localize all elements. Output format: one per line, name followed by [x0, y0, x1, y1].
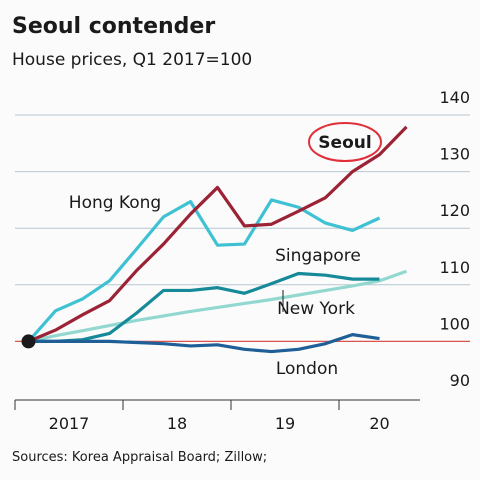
series-label: New York: [277, 299, 355, 319]
y-tick-label: 140: [439, 88, 470, 107]
series-line: [28, 271, 380, 343]
series-line: [28, 269, 408, 343]
y-tick-label: 110: [439, 258, 470, 277]
start-point: [21, 334, 36, 349]
y-tick-label: 120: [439, 201, 470, 220]
y-tick-label: 130: [439, 145, 470, 164]
y-tick-label: 90: [450, 371, 470, 390]
chart-subtitle: House prices, Q1 2017=100: [12, 50, 252, 70]
series-line: [27, 198, 381, 343]
series-line: [28, 333, 380, 354]
y-tick-label: 100: [439, 314, 470, 333]
label-circle: [308, 122, 382, 162]
x-tick-label: 2017: [49, 414, 90, 433]
series-label: Singapore: [275, 246, 361, 266]
x-tick-label: 19: [275, 414, 295, 433]
x-tick-label: 20: [369, 414, 389, 433]
series-label: Seoul: [318, 133, 371, 153]
chart-title: Seoul contender: [12, 14, 215, 39]
series-label: London: [276, 359, 338, 379]
series-line: [27, 125, 408, 343]
series-label: Hong Kong: [69, 193, 161, 213]
x-tick-label: 18: [167, 414, 187, 433]
source-note: Sources: Korea Appraisal Board; Zillow;: [12, 450, 267, 465]
